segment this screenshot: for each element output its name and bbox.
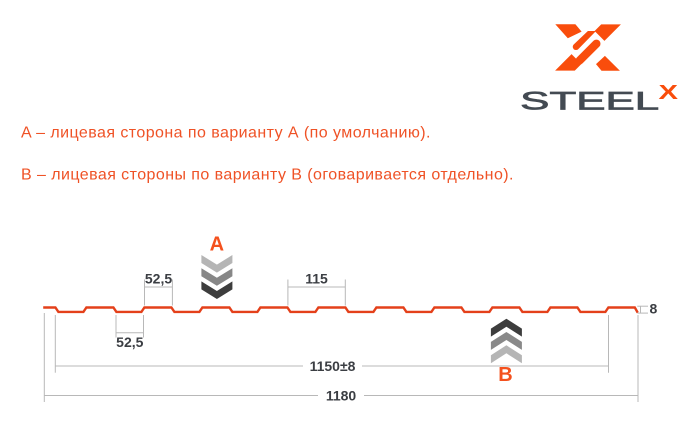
svg-text:52,5: 52,5 [145, 271, 172, 287]
svg-text:115: 115 [305, 271, 328, 287]
svg-text:A – лицевая сторона по вариант: A – лицевая сторона по варианту А (по ум… [21, 124, 431, 141]
svg-text:1180: 1180 [326, 388, 357, 404]
svg-text:B: B [498, 364, 512, 386]
svg-text:1150±8: 1150±8 [310, 358, 356, 374]
svg-text:X: X [659, 81, 679, 104]
svg-text:B – лицевая стороны по вариант: B – лицевая стороны по варианту В (огова… [21, 166, 514, 183]
svg-text:STEEL: STEEL [520, 89, 659, 116]
svg-text:A: A [210, 234, 224, 256]
svg-text:52,5: 52,5 [116, 334, 143, 350]
svg-text:8: 8 [650, 301, 658, 317]
